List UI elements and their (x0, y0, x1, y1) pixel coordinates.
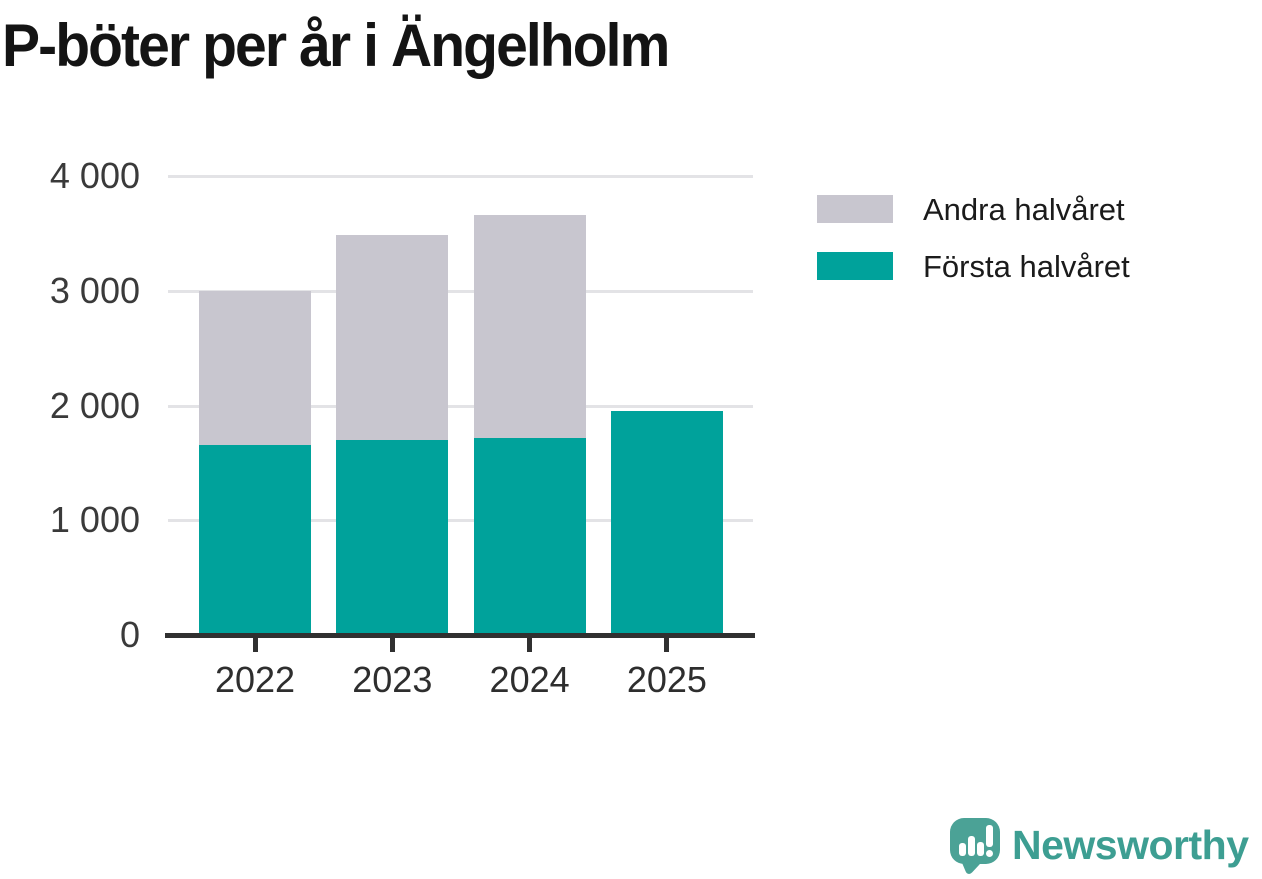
logo-exclamation-dot (986, 850, 993, 857)
x-axis-tick-label: 2022 (214, 659, 296, 700)
y-axis-tick-label: 0 (119, 614, 140, 655)
y-axis-tick-label: 3 000 (49, 269, 140, 311)
x-axis-tick (389, 638, 395, 652)
legend-swatch (817, 252, 893, 280)
newsworthy-logo: Newsworthy (948, 815, 1262, 877)
logo-bar-2 (968, 836, 975, 856)
bar-2022-f-rsta-halv-ret (199, 444, 311, 635)
logo-bar-3 (977, 842, 984, 856)
y-axis-tick-label: 2 000 (49, 384, 140, 426)
x-axis-tick-label: 2024 (489, 659, 570, 700)
gridline-1000 (168, 519, 753, 523)
gridline-2000 (168, 404, 753, 408)
logo-exclamation-bar (986, 825, 993, 847)
chart-title: P-böter per år i Ängelholm (2, 12, 670, 79)
x-axis-tick-label: 2025 (626, 659, 707, 700)
legend-item-forsta-halvaret: Första halvåret (817, 248, 1130, 284)
y-axis-tick-label: 4 000 (49, 155, 140, 196)
logo-bar-1 (959, 843, 966, 856)
bar-2023-f-rsta-halv-ret (336, 439, 449, 635)
x-axis-tick (527, 638, 533, 652)
x-axis-tick (252, 638, 258, 652)
legend-item-andra-halvaret: Andra halvåret (817, 191, 1130, 227)
bar-2022-andra-halv-ret (199, 290, 311, 445)
x-axis-tick-label: 2023 (352, 659, 433, 700)
newsworthy-wordmark: Newsworthy (1012, 822, 1249, 868)
x-axis-line (165, 633, 755, 638)
bar-2025-f-rsta-halv-ret (610, 411, 723, 635)
x-axis-tick (664, 638, 670, 652)
legend-swatch (817, 195, 893, 223)
legend-label: Första halvåret (923, 248, 1130, 284)
legend: Andra halvåret Första halvåret (817, 191, 1130, 309)
newsworthy-speech-bubble-bar-chart-icon (950, 818, 1000, 877)
gridline-4000 (168, 175, 753, 178)
gridline-3000 (168, 289, 753, 293)
bar-2024-f-rsta-halv-ret (473, 437, 586, 635)
bar-2023-andra-halv-ret (336, 234, 449, 440)
y-axis-tick-label: 1 000 (49, 499, 140, 541)
legend-label: Andra halvåret (923, 191, 1125, 227)
bar-2024-andra-halv-ret (473, 215, 586, 438)
